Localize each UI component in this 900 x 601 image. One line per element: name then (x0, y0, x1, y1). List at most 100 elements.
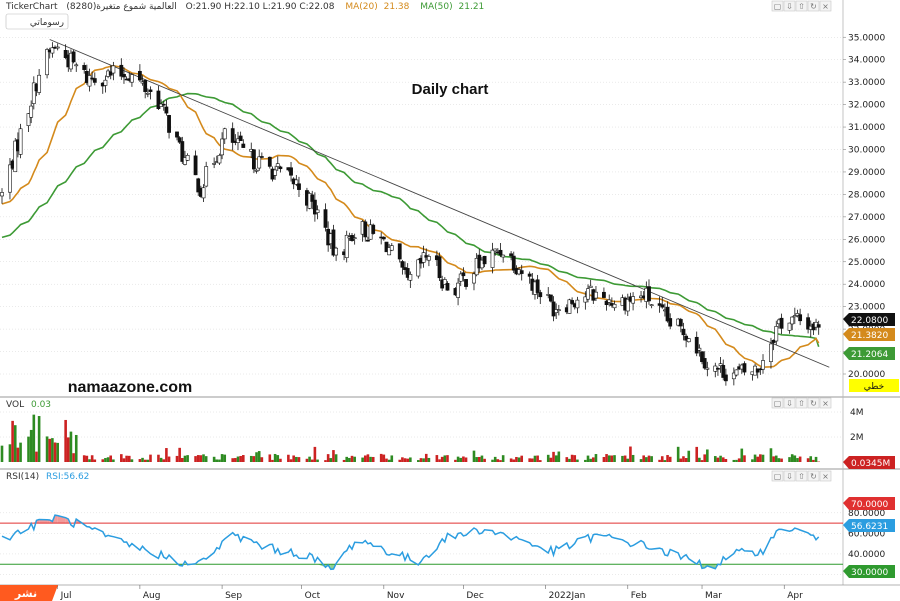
candle-body (8, 164, 12, 193)
volume-bar (141, 457, 144, 462)
volume-bar (629, 446, 632, 462)
candle-body (238, 135, 243, 142)
volume-bar (329, 458, 333, 462)
volume-bar (668, 456, 672, 462)
chart-header: TickerChart العالمية شموع متغيرة (8280) … (5, 2, 484, 30)
volume-bar (602, 456, 606, 462)
volume-bar (687, 450, 691, 462)
volume-bar (446, 455, 449, 462)
candle-body (567, 299, 572, 314)
candle-body (175, 131, 179, 138)
candle-body (55, 46, 60, 49)
volume-bar (199, 455, 203, 462)
price-tags: 22.0800 21.3820 21.2064 خطي (843, 313, 899, 392)
volume-bar (589, 458, 592, 462)
candle-body (87, 75, 92, 87)
volume-bar (576, 459, 579, 462)
volume-bar (756, 456, 760, 462)
price-tick-label: 30.0000 (848, 146, 885, 156)
rsi-panel-controls[interactable]: ▢ ⇩ ⇧ ↻ × (771, 470, 832, 482)
volume-bar (409, 457, 412, 462)
rsi-value-label: RSI:56.62 (46, 472, 89, 482)
candle-body (570, 300, 574, 304)
rsi-overbought-fill (39, 519, 48, 524)
volume-bar (477, 456, 481, 462)
candle-body (29, 105, 34, 118)
volume-bar (289, 459, 293, 462)
price-tick-label: 23.0000 (848, 303, 885, 313)
rsi-upper-tag (843, 497, 895, 510)
volume-bars (0, 414, 820, 462)
candle-body (647, 286, 651, 302)
volume-bar (313, 446, 317, 462)
volume-bar (366, 454, 370, 462)
candle-body (490, 249, 495, 268)
candle-body (185, 155, 190, 161)
volume-bar (310, 459, 314, 462)
volume-bar (69, 431, 73, 462)
candle-body (551, 301, 556, 317)
candle-body (535, 279, 540, 293)
candle-body (554, 309, 559, 313)
ma20-path (1, 64, 820, 369)
volume-bar (56, 442, 59, 462)
candle-body (167, 115, 171, 133)
volume-bar (435, 455, 439, 462)
panel-button-glyph: × (822, 399, 829, 408)
volume-bar (719, 455, 722, 462)
drawings-menu[interactable] (5, 13, 69, 30)
volume-bar (509, 458, 513, 462)
candle-body (437, 256, 442, 279)
volume-bar (406, 458, 409, 462)
volume-bar (112, 459, 115, 462)
volume-bar (642, 455, 645, 462)
volume-bar (645, 457, 648, 462)
volume-bar (660, 456, 664, 462)
candle-body (334, 247, 339, 256)
volume-bar (64, 419, 67, 462)
volume-tag (843, 456, 895, 469)
price-tick-label: 26.0000 (848, 235, 885, 245)
month-label: Mar (705, 591, 722, 601)
volume-bar (27, 436, 30, 462)
volume-bar (348, 457, 351, 462)
volume-bar (143, 459, 147, 462)
ma50-tag (843, 347, 895, 360)
volume-bar (658, 459, 661, 462)
candle-body (721, 365, 726, 378)
candle-body (363, 221, 368, 238)
volume-bar (454, 459, 457, 462)
candle-body (705, 367, 710, 370)
candle-body (384, 241, 389, 253)
volume-bar (594, 454, 598, 462)
volume-bar (456, 456, 460, 462)
trendline[interactable] (49, 39, 830, 368)
price-tick-label: 27.0000 (848, 213, 885, 223)
volume-bar (350, 455, 354, 462)
candle-body (790, 316, 795, 325)
price-panel-controls[interactable]: ▢ ⇩ ⇧ ↻ × (771, 0, 832, 12)
volume-bar (45, 436, 49, 462)
panel-button-glyph: ⇧ (798, 2, 805, 11)
candle-body (604, 300, 609, 306)
candle-body (259, 156, 264, 158)
rsi-overbought-fill (55, 515, 58, 524)
volume-bar (204, 456, 208, 462)
month-label: Oct (305, 591, 321, 601)
candle-body (82, 65, 87, 70)
volume-bar (390, 455, 394, 462)
month-label: Dec (466, 591, 483, 601)
volume-bar (194, 456, 197, 462)
volume-panel-controls[interactable]: ▢ ⇩ ⇧ ↻ × (771, 397, 832, 409)
candle-body (177, 137, 182, 143)
volume-bar (11, 420, 14, 462)
ma20-tag (843, 328, 895, 341)
volume-tag-text: 0.0345M (851, 459, 890, 469)
volume-bar (528, 458, 531, 462)
panel-button-glyph: ▢ (774, 2, 782, 11)
volume-bar (772, 456, 775, 462)
volume-bar (149, 454, 152, 462)
volume-bar (568, 458, 571, 462)
volume-bar (74, 434, 78, 462)
candle-body (71, 51, 76, 63)
